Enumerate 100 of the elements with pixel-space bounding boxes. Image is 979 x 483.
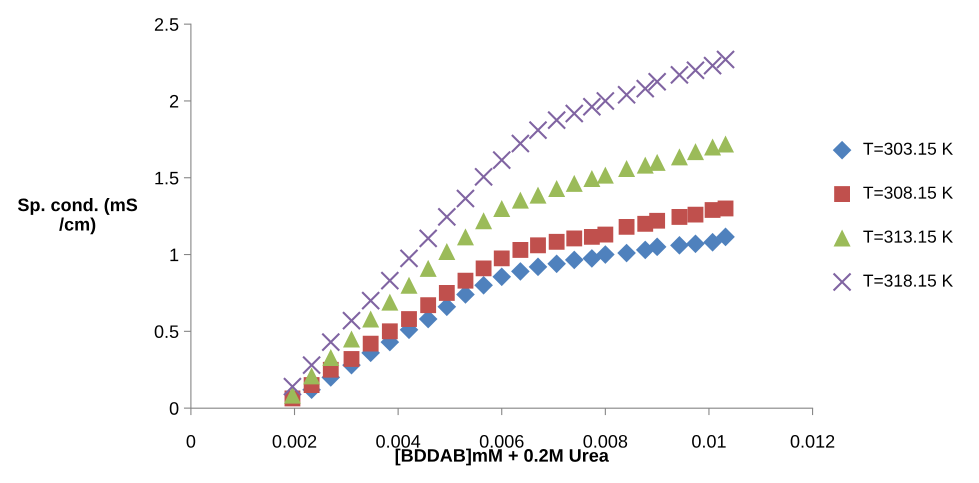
point bbox=[670, 148, 688, 166]
point bbox=[648, 154, 666, 171]
point bbox=[716, 228, 735, 246]
x-tick-label: 0 bbox=[186, 435, 196, 448]
y-tick-label: 1.5 bbox=[155, 172, 178, 184]
point bbox=[380, 271, 400, 290]
point bbox=[566, 174, 583, 192]
point bbox=[547, 110, 566, 130]
x-tick-label: 0.008 bbox=[583, 435, 628, 448]
x-axis-title: [BDDAB]mM + 0.2M Urea bbox=[396, 448, 609, 466]
point bbox=[686, 234, 705, 254]
point bbox=[511, 262, 530, 281]
point bbox=[456, 188, 476, 208]
point bbox=[282, 377, 302, 396]
point bbox=[344, 351, 360, 367]
legend-label: T=303.15 K bbox=[863, 142, 953, 155]
y-tick-label: 0 bbox=[170, 402, 178, 415]
point bbox=[474, 276, 493, 295]
point bbox=[418, 228, 438, 248]
point bbox=[649, 212, 666, 229]
point bbox=[564, 250, 584, 270]
point bbox=[474, 167, 494, 186]
point bbox=[636, 156, 654, 174]
point bbox=[596, 245, 615, 264]
point bbox=[547, 254, 566, 274]
y-tick-label: 2 bbox=[170, 94, 178, 108]
point bbox=[342, 330, 360, 348]
point bbox=[475, 212, 492, 230]
point bbox=[400, 276, 418, 294]
point bbox=[717, 135, 734, 152]
point bbox=[382, 323, 398, 340]
point bbox=[456, 228, 474, 246]
y-axis-title: Sp. cond. (mS /cm) bbox=[18, 198, 138, 234]
point bbox=[530, 237, 546, 254]
legend-label: T=313.15 K bbox=[863, 230, 953, 243]
point bbox=[362, 336, 379, 352]
point bbox=[686, 60, 706, 80]
point bbox=[399, 248, 419, 268]
point bbox=[636, 79, 655, 98]
point bbox=[512, 192, 529, 209]
point bbox=[492, 150, 512, 170]
point bbox=[582, 249, 602, 268]
point bbox=[670, 236, 689, 255]
point bbox=[458, 272, 474, 289]
point bbox=[564, 104, 584, 124]
point bbox=[302, 356, 322, 375]
point bbox=[284, 386, 301, 404]
point bbox=[617, 244, 636, 262]
point bbox=[716, 50, 736, 70]
x-tick-label: 0.01 bbox=[692, 435, 726, 448]
point bbox=[381, 294, 398, 311]
point bbox=[582, 97, 602, 116]
point bbox=[548, 234, 565, 250]
point bbox=[672, 208, 688, 225]
point bbox=[618, 160, 636, 178]
point bbox=[362, 310, 380, 328]
point bbox=[703, 56, 722, 76]
point bbox=[618, 218, 635, 235]
point bbox=[494, 250, 510, 266]
point bbox=[686, 143, 704, 160]
point bbox=[688, 206, 704, 223]
point bbox=[322, 348, 340, 366]
point bbox=[548, 180, 566, 197]
point bbox=[704, 138, 722, 156]
point bbox=[303, 367, 320, 384]
point bbox=[321, 332, 340, 352]
point bbox=[342, 311, 362, 330]
point bbox=[596, 91, 615, 110]
y-tick-label: 1 bbox=[170, 248, 178, 262]
y-tick-label: 0.5 bbox=[154, 325, 178, 338]
point bbox=[528, 258, 548, 276]
point bbox=[583, 170, 600, 188]
point bbox=[529, 186, 547, 204]
point bbox=[617, 85, 636, 104]
point bbox=[420, 260, 437, 277]
point bbox=[648, 238, 666, 256]
point bbox=[703, 232, 722, 252]
point bbox=[512, 242, 528, 258]
legend-label: T=308.15 K bbox=[863, 186, 953, 199]
x-tick-label: 0.002 bbox=[272, 435, 316, 448]
point bbox=[596, 166, 614, 184]
point bbox=[670, 65, 689, 84]
point bbox=[476, 260, 492, 276]
point bbox=[438, 242, 456, 260]
point bbox=[636, 240, 655, 260]
point bbox=[648, 72, 667, 92]
y-tick-label: 2.5 bbox=[154, 18, 178, 31]
x-tick-label: 0.004 bbox=[376, 435, 420, 448]
point bbox=[718, 200, 734, 216]
point bbox=[401, 311, 417, 327]
point bbox=[420, 297, 436, 314]
point bbox=[493, 200, 510, 217]
point bbox=[510, 134, 530, 154]
point bbox=[597, 226, 614, 242]
x-tick-label: 0.006 bbox=[480, 435, 524, 448]
point bbox=[528, 120, 548, 140]
point bbox=[361, 291, 380, 310]
legend-label: T=318.15 K bbox=[863, 274, 953, 287]
point bbox=[437, 207, 456, 226]
point bbox=[492, 267, 512, 286]
